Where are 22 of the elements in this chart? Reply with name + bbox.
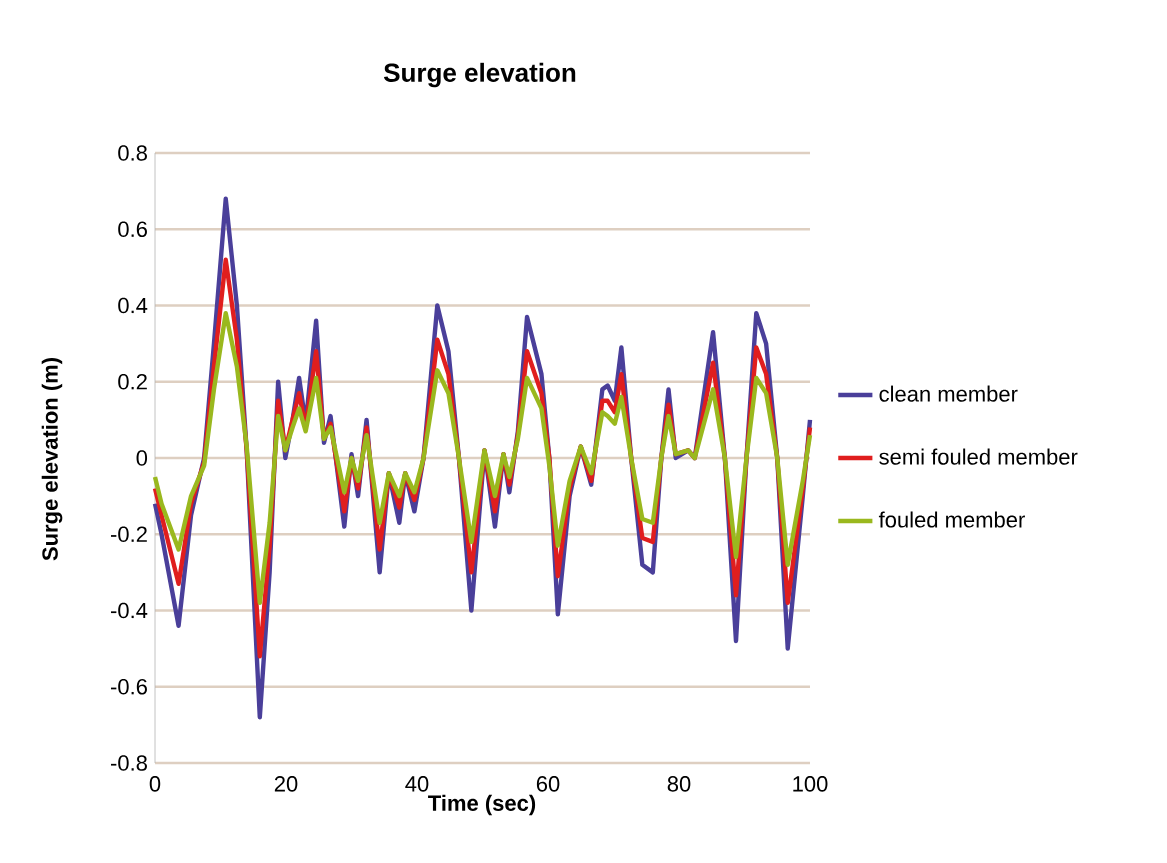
y-tick-label: -0.2 xyxy=(111,526,147,543)
y-tick-label: 0.6 xyxy=(118,221,147,238)
line-series xyxy=(152,310,813,606)
x-tick-label: 100 xyxy=(793,776,828,792)
legend-label: semi fouled member xyxy=(879,448,1078,465)
y-tick-label: 0.4 xyxy=(118,297,148,314)
x-tick-label: 40 xyxy=(405,776,429,792)
legend-label: clean member xyxy=(879,385,1018,402)
x-axis-title: Time (sec) xyxy=(428,794,536,816)
chart-title: Surge elevation xyxy=(383,62,576,88)
x-tick-label: 20 xyxy=(274,776,298,792)
y-tick-label: 0.2 xyxy=(118,373,147,390)
y-tick-label: 0.8 xyxy=(118,145,147,161)
y-axis-title: Surge elevation (m) xyxy=(41,358,63,561)
y-tick-label: -0.8 xyxy=(111,755,147,771)
y-tick-label: -0.6 xyxy=(111,678,147,695)
x-tick-label: 0 xyxy=(149,776,161,792)
y-tick-label: 0 xyxy=(136,450,148,466)
x-tick-label: 80 xyxy=(667,776,691,792)
legend-label: fouled member xyxy=(878,511,1025,528)
y-tick-label: -0.4 xyxy=(111,602,148,619)
x-tick-label: 60 xyxy=(536,776,560,792)
